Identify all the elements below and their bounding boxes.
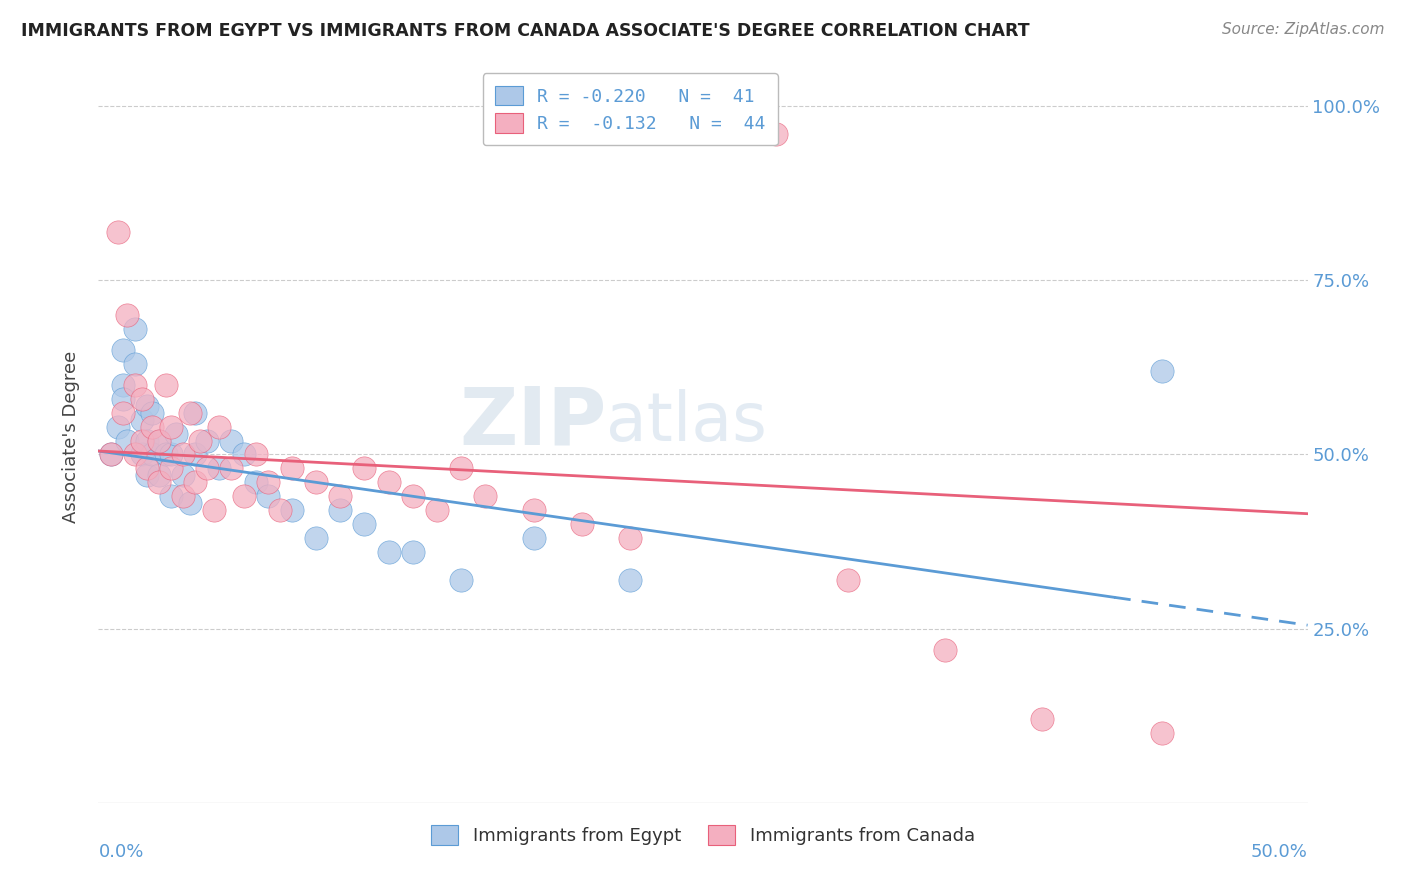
Point xyxy=(281,503,304,517)
Point xyxy=(100,448,122,462)
Point xyxy=(208,461,231,475)
Point xyxy=(1031,712,1053,726)
Point xyxy=(135,399,157,413)
Point xyxy=(195,461,218,475)
Point xyxy=(124,322,146,336)
Point xyxy=(107,225,129,239)
Point xyxy=(117,434,139,448)
Point xyxy=(245,475,267,490)
Point xyxy=(837,573,859,587)
Point xyxy=(131,412,153,426)
Point xyxy=(160,419,183,434)
Point xyxy=(1152,364,1174,378)
Point xyxy=(124,377,146,392)
Point xyxy=(402,545,425,559)
Point xyxy=(148,434,170,448)
Point xyxy=(160,448,183,462)
Point xyxy=(523,503,546,517)
Text: 50.0%: 50.0% xyxy=(1251,843,1308,861)
Point xyxy=(377,545,399,559)
Point xyxy=(232,489,254,503)
Point xyxy=(450,461,472,475)
Point xyxy=(474,489,496,503)
Text: IMMIGRANTS FROM EGYPT VS IMMIGRANTS FROM CANADA ASSOCIATE'S DEGREE CORRELATION C: IMMIGRANTS FROM EGYPT VS IMMIGRANTS FROM… xyxy=(21,22,1029,40)
Point xyxy=(571,517,593,532)
Point xyxy=(195,434,218,448)
Point xyxy=(155,377,177,392)
Point xyxy=(179,406,201,420)
Point xyxy=(450,573,472,587)
Text: ZIP: ZIP xyxy=(458,384,606,461)
Point xyxy=(329,503,352,517)
Point xyxy=(160,461,183,475)
Point xyxy=(172,448,194,462)
Point xyxy=(377,475,399,490)
Point xyxy=(135,468,157,483)
Point xyxy=(305,475,328,490)
Point xyxy=(135,461,157,475)
Point xyxy=(131,434,153,448)
Point xyxy=(111,392,134,406)
Legend: Immigrants from Egypt, Immigrants from Canada: Immigrants from Egypt, Immigrants from C… xyxy=(425,818,981,852)
Point xyxy=(124,357,146,371)
Point xyxy=(204,503,226,517)
Point xyxy=(221,434,243,448)
Point xyxy=(165,426,187,441)
Point xyxy=(172,489,194,503)
Point xyxy=(765,127,787,141)
Point xyxy=(353,517,375,532)
Point xyxy=(934,642,956,657)
Point xyxy=(107,419,129,434)
Point xyxy=(1152,726,1174,740)
Point xyxy=(256,489,278,503)
Point xyxy=(353,461,375,475)
Point xyxy=(148,434,170,448)
Point xyxy=(124,448,146,462)
Point xyxy=(245,448,267,462)
Point xyxy=(172,468,194,483)
Point xyxy=(131,392,153,406)
Point xyxy=(141,419,163,434)
Point xyxy=(184,406,207,420)
Point xyxy=(269,503,291,517)
Point xyxy=(111,343,134,357)
Point xyxy=(160,489,183,503)
Point xyxy=(305,531,328,545)
Point xyxy=(426,503,449,517)
Point xyxy=(148,468,170,483)
Point xyxy=(619,531,641,545)
Y-axis label: Associate's Degree: Associate's Degree xyxy=(62,351,80,524)
Point xyxy=(208,419,231,434)
Text: atlas: atlas xyxy=(606,390,768,456)
Point xyxy=(188,434,211,448)
Point xyxy=(141,406,163,420)
Point xyxy=(155,448,177,462)
Text: Source: ZipAtlas.com: Source: ZipAtlas.com xyxy=(1222,22,1385,37)
Point xyxy=(184,448,207,462)
Point xyxy=(256,475,278,490)
Text: 0.0%: 0.0% xyxy=(98,843,143,861)
Point xyxy=(117,308,139,322)
Point xyxy=(221,461,243,475)
Point xyxy=(111,377,134,392)
Point xyxy=(523,531,546,545)
Point xyxy=(402,489,425,503)
Point xyxy=(135,434,157,448)
Point xyxy=(281,461,304,475)
Point xyxy=(131,448,153,462)
Point xyxy=(100,448,122,462)
Point xyxy=(111,406,134,420)
Point xyxy=(179,496,201,510)
Point xyxy=(232,448,254,462)
Point xyxy=(619,573,641,587)
Point xyxy=(329,489,352,503)
Point xyxy=(141,448,163,462)
Point xyxy=(148,475,170,490)
Point xyxy=(184,475,207,490)
